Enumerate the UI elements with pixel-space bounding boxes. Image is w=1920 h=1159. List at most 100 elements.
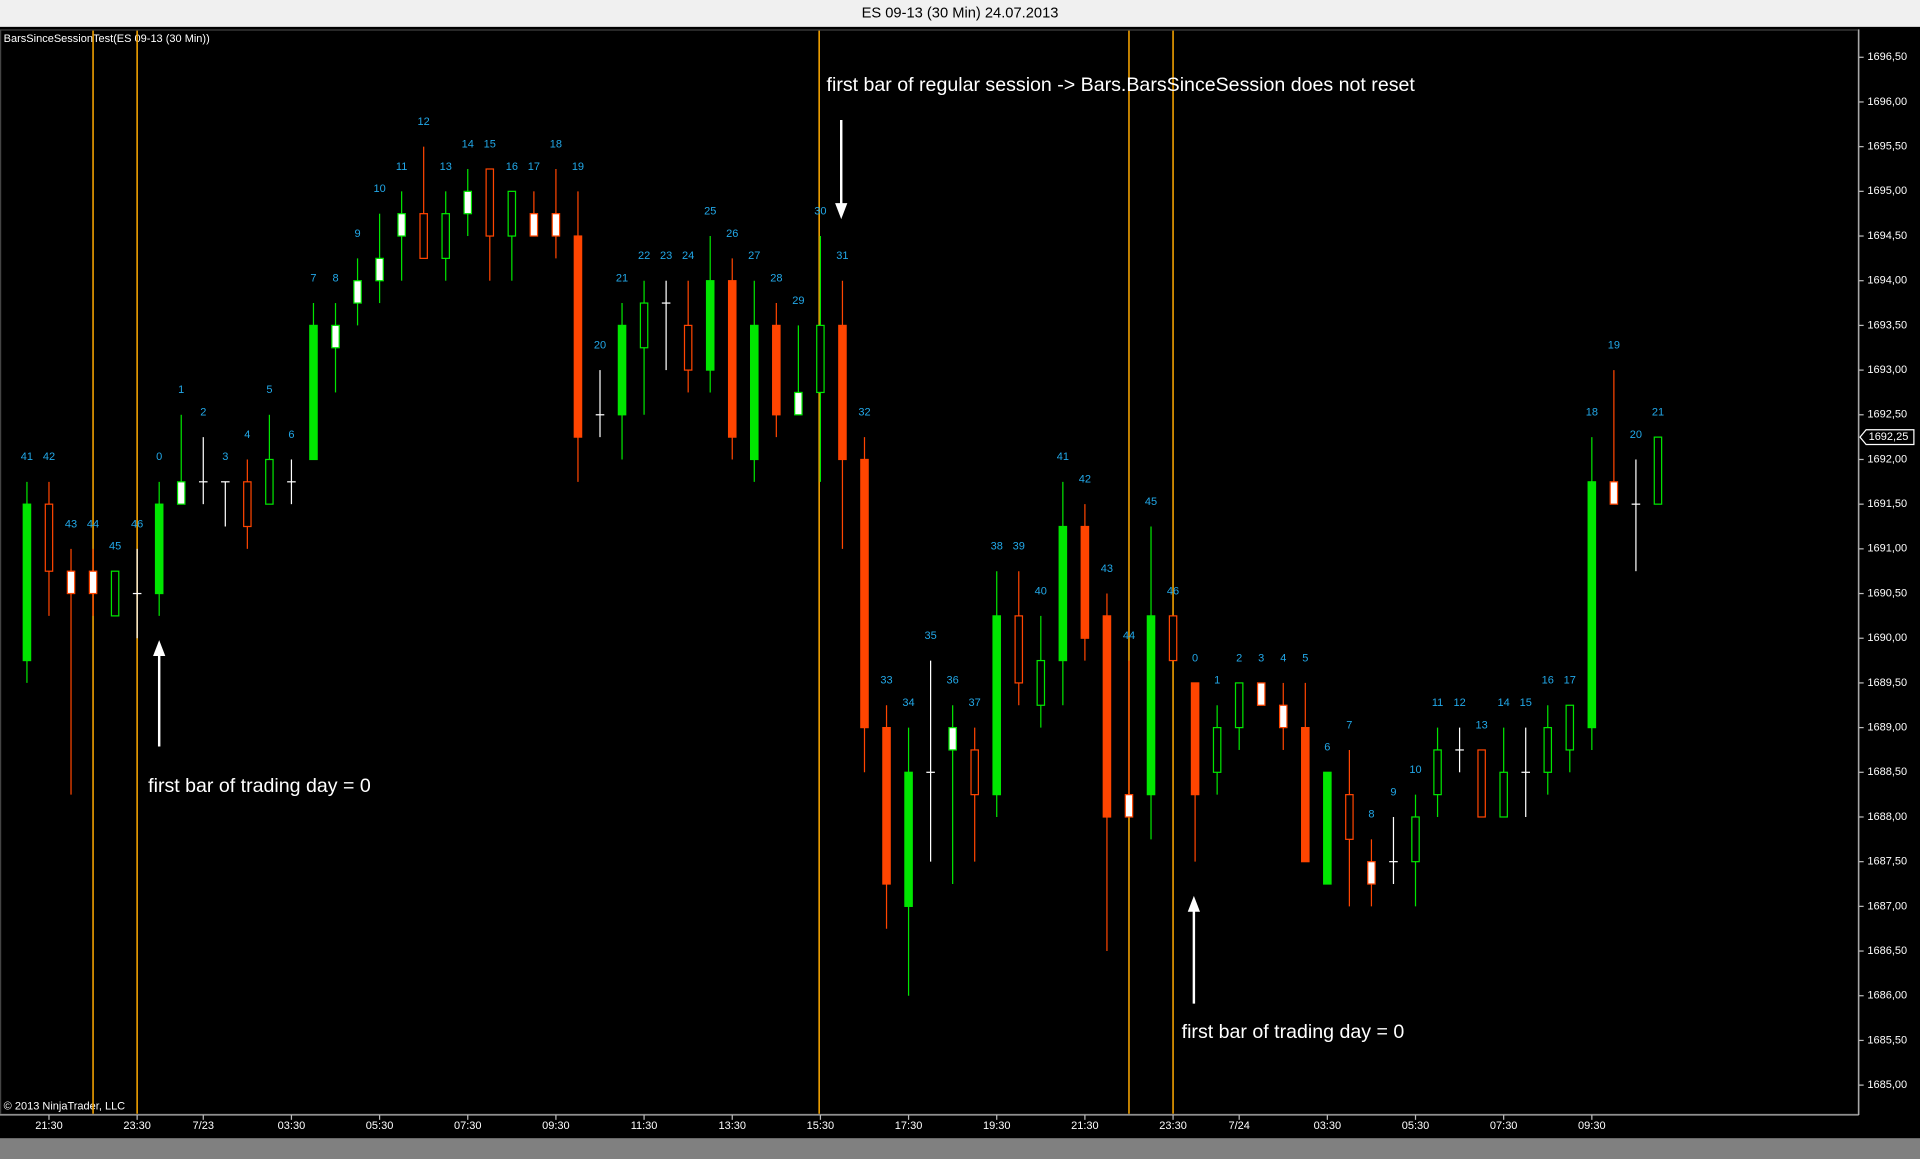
bar-label: 3 xyxy=(222,451,228,463)
candle-body xyxy=(794,391,803,416)
bar-label: 13 xyxy=(440,161,452,173)
candle-body xyxy=(331,324,340,349)
candle-body xyxy=(1014,615,1024,684)
candle-body xyxy=(750,324,759,461)
y-tick-label: 1689,50 xyxy=(1867,677,1907,689)
bar-label: 9 xyxy=(354,228,360,240)
candle-body xyxy=(176,481,186,505)
copyright: © 2013 NinjaTrader, LLC xyxy=(4,1100,126,1112)
candle-body xyxy=(948,726,957,751)
bar-label: 0 xyxy=(1192,652,1198,664)
x-tick-label: 7/23 xyxy=(193,1120,214,1132)
candle-body xyxy=(970,749,979,796)
candle-body xyxy=(1212,726,1222,773)
y-tick-label: 1696,00 xyxy=(1867,96,1907,108)
bar-label: 17 xyxy=(1564,675,1576,687)
bar-label: 20 xyxy=(594,340,606,352)
candle-body xyxy=(705,280,715,371)
candle-body xyxy=(309,324,318,461)
bottom-bar xyxy=(0,1138,1920,1159)
bar-label: 8 xyxy=(332,272,338,284)
bar-label: 1 xyxy=(1214,675,1220,687)
candle-body xyxy=(683,324,693,371)
candle-body xyxy=(1587,481,1597,729)
arrow-head xyxy=(153,640,166,656)
candle-body xyxy=(507,190,517,237)
candle-body xyxy=(463,190,473,215)
candle-body xyxy=(551,213,561,237)
bar-label: 37 xyxy=(969,697,981,709)
candle-body xyxy=(110,570,120,617)
arrow-head xyxy=(835,203,848,220)
y-tick-label: 1685,00 xyxy=(1867,1079,1907,1091)
bar-label: 7 xyxy=(1346,719,1352,731)
bar-label: 15 xyxy=(484,138,496,150)
bar-label: 26 xyxy=(726,228,738,240)
candle-body xyxy=(1565,704,1575,751)
bar-label: 14 xyxy=(462,138,474,150)
bar-label: 42 xyxy=(43,451,55,463)
bar-label: 15 xyxy=(1520,697,1532,709)
candle-body xyxy=(617,324,627,416)
candle-body xyxy=(992,615,1002,796)
x-tick-label: 17:30 xyxy=(895,1120,923,1132)
bar-label: 11 xyxy=(1432,697,1443,709)
bar-label: 12 xyxy=(1453,697,1465,709)
bar-label: 43 xyxy=(65,518,77,530)
x-tick-label: 23:30 xyxy=(123,1120,151,1132)
bar-label: 14 xyxy=(1498,697,1510,709)
bar-label: 19 xyxy=(572,161,584,173)
bar-label: 4 xyxy=(1280,652,1286,664)
x-tick-label: 03:30 xyxy=(1314,1120,1342,1132)
bar-label: 23 xyxy=(660,250,672,262)
y-tick-label: 1695,50 xyxy=(1867,141,1907,153)
x-tick-label: 07:30 xyxy=(454,1120,482,1132)
bar-label: 13 xyxy=(1476,719,1488,731)
bar-label: 16 xyxy=(506,161,518,173)
x-tick-label: 05:30 xyxy=(1402,1120,1430,1132)
candle-body xyxy=(1499,771,1508,818)
bar-label: 21 xyxy=(616,272,628,284)
candle-body xyxy=(816,324,825,394)
candle-body xyxy=(882,726,891,885)
candle-body xyxy=(88,570,98,595)
y-tick-label: 1694,00 xyxy=(1867,275,1907,287)
bar-label: 18 xyxy=(1586,407,1598,419)
candle-body xyxy=(1411,816,1420,863)
bar-label: 2 xyxy=(1236,652,1242,664)
bar-label: 33 xyxy=(880,675,892,687)
candle-body xyxy=(375,257,384,282)
y-tick-label: 1689,00 xyxy=(1867,722,1907,734)
bar-label: 24 xyxy=(682,250,694,262)
bar-label: 2 xyxy=(200,407,206,419)
candle-body xyxy=(353,280,362,304)
candle-body xyxy=(1345,794,1354,840)
bar-label: 19 xyxy=(1608,340,1620,352)
x-tick-label: 09:30 xyxy=(1578,1120,1606,1132)
bar-label: 10 xyxy=(373,183,385,195)
bar-label: 46 xyxy=(131,518,143,530)
x-tick-label: 13:30 xyxy=(718,1120,746,1132)
title-bar xyxy=(0,0,1920,27)
y-tick-label: 1694,50 xyxy=(1867,230,1907,242)
bar-label: 5 xyxy=(266,384,272,396)
candle-body xyxy=(397,213,406,237)
bar-label: 39 xyxy=(1013,541,1025,553)
bar-label: 30 xyxy=(814,205,826,217)
bar-label: 21 xyxy=(1652,407,1664,419)
x-tick-label: 21:30 xyxy=(1071,1120,1099,1132)
candle-body xyxy=(772,324,781,416)
candle-body xyxy=(1124,794,1134,818)
candle-body xyxy=(243,481,252,528)
bar-label: 38 xyxy=(991,541,1003,553)
candle-body xyxy=(1058,525,1068,662)
bar-label: 9 xyxy=(1390,786,1396,798)
bar-label: 28 xyxy=(770,272,782,284)
arrow-head xyxy=(1187,895,1200,912)
bar-label: 41 xyxy=(1057,451,1069,463)
bar-label: 12 xyxy=(418,116,430,128)
candle-body xyxy=(573,235,583,438)
candle-body xyxy=(1102,615,1112,818)
